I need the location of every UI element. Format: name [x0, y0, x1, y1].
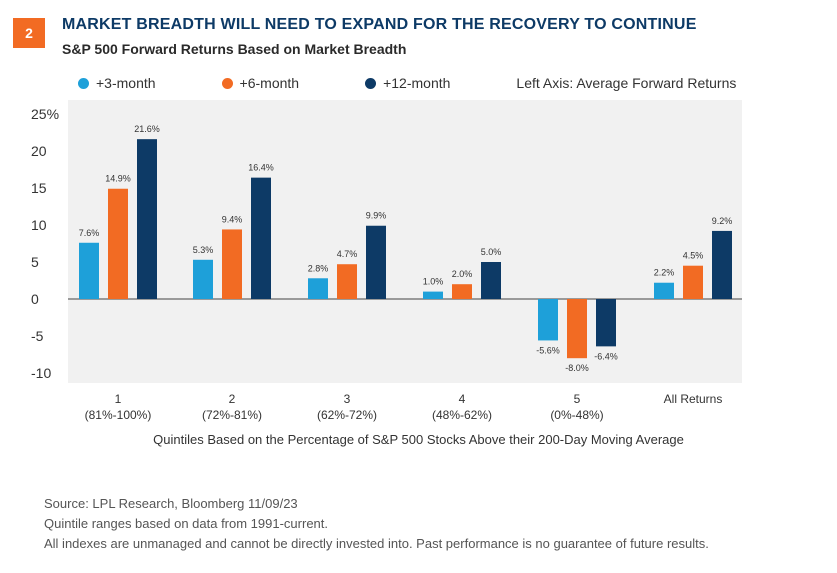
- x-tick-sublabel: (72%-81%): [202, 408, 262, 422]
- x-tick-sublabel: (81%-100%): [85, 408, 152, 422]
- x-tick-sublabel: (48%-62%): [432, 408, 492, 422]
- bar: [452, 284, 472, 299]
- bar: [423, 291, 443, 299]
- data-label: 9.4%: [222, 214, 243, 224]
- footnote-source: Source: LPL Research, Bloomberg 11/09/23: [44, 496, 298, 511]
- x-tick-label: 4: [459, 392, 466, 406]
- legend-label-6-month: +6-month: [239, 75, 300, 91]
- legend-label-12-month: +12-month: [383, 75, 451, 91]
- y-tick-label: 25%: [31, 106, 59, 122]
- data-label: 9.9%: [366, 211, 387, 221]
- bar: [683, 265, 703, 299]
- bar: [654, 282, 674, 299]
- x-axis-title: Quintiles Based on the Percentage of S&P…: [153, 432, 684, 447]
- data-label: 7.6%: [79, 228, 100, 238]
- data-label: 2.0%: [452, 269, 473, 279]
- data-label: 5.3%: [193, 245, 214, 255]
- bar: [337, 264, 357, 299]
- x-tick-label: 3: [344, 392, 351, 406]
- x-tick-label: 5: [574, 392, 581, 406]
- bar: [222, 229, 242, 299]
- bar: [137, 139, 157, 299]
- data-label: 5.0%: [481, 247, 502, 257]
- legend-swatch-6-month: [221, 77, 233, 89]
- bar: [79, 242, 99, 299]
- bar: [108, 188, 128, 299]
- legend: +3-month +6-month +12-month Left Axis: A…: [78, 75, 736, 91]
- bar: [366, 225, 386, 299]
- chart-title: MARKET BREADTH WILL NEED TO EXPAND FOR T…: [62, 16, 697, 33]
- figure-number-badge: 2: [13, 18, 45, 48]
- legend-swatch-3-month: [78, 77, 89, 89]
- x-tick-label: 2: [229, 392, 236, 406]
- bar: [538, 299, 558, 341]
- data-label: 4.7%: [337, 249, 358, 259]
- x-tick-sublabel: (62%-72%): [317, 408, 377, 422]
- y-tick-label: 5: [31, 254, 39, 270]
- plot-background: [68, 100, 742, 383]
- data-label: 1.0%: [423, 277, 444, 287]
- legend-item-3-month: +3-month: [78, 75, 156, 91]
- x-tick-label: All Returns: [664, 392, 723, 406]
- data-label: 9.2%: [712, 216, 733, 226]
- bar: [596, 299, 616, 347]
- data-label: 14.9%: [105, 174, 131, 184]
- footnote-quintile-ranges: Quintile ranges based on data from 1991-…: [44, 516, 329, 531]
- y-tick-label: 10: [31, 217, 47, 233]
- data-label: 2.8%: [308, 263, 329, 273]
- legend-label-3-month: +3-month: [96, 75, 156, 91]
- footnote-disclaimer: All indexes are unmanaged and cannot be …: [44, 536, 709, 551]
- data-label: 21.6%: [134, 124, 160, 134]
- data-label: -5.6%: [536, 345, 560, 355]
- data-label: -6.4%: [594, 351, 618, 361]
- x-tick-sublabel: (0%-48%): [550, 408, 603, 422]
- y-tick-label: -5: [31, 328, 44, 344]
- bar: [712, 230, 732, 299]
- legend-item-12-month: +12-month: [365, 75, 450, 91]
- y-tick-label: 20: [31, 143, 47, 159]
- y-tick-label: -10: [31, 365, 51, 381]
- legend-item-6-month: +6-month: [221, 75, 300, 91]
- bar: [308, 278, 328, 299]
- y-tick-label: 15: [31, 180, 47, 196]
- y-tick-label: 0: [31, 291, 39, 307]
- bar: [481, 262, 501, 299]
- data-label: -8.0%: [565, 363, 589, 373]
- bar: [193, 259, 213, 299]
- bar: [251, 177, 271, 299]
- x-tick-label: 1: [115, 392, 122, 406]
- chart-subtitle: S&P 500 Forward Returns Based on Market …: [62, 41, 407, 57]
- data-label: 2.2%: [654, 268, 675, 278]
- bar: [567, 299, 587, 359]
- footnotes: Source: LPL Research, Bloomberg 11/09/23…: [44, 494, 709, 554]
- data-label: 4.5%: [683, 251, 704, 261]
- legend-swatch-12-month: [365, 77, 377, 89]
- data-label: 16.4%: [248, 163, 274, 173]
- left-axis-note: Left Axis: Average Forward Returns: [516, 75, 737, 91]
